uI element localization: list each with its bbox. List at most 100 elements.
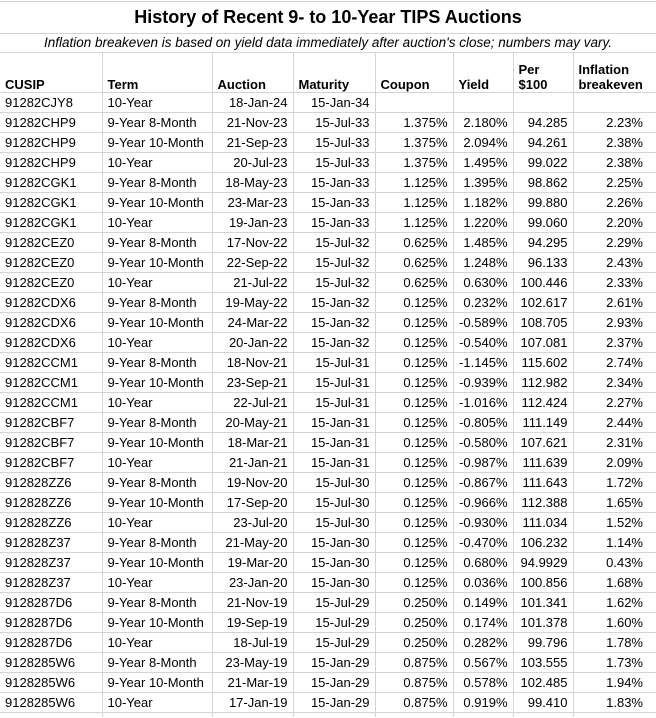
- cell-auction: 21-Mar-19: [212, 672, 294, 693]
- cell-cusip: 91282CEZ0: [0, 232, 103, 253]
- cell-maturity: 15-Jul-29: [293, 592, 376, 613]
- partial-row: [0, 712, 656, 717]
- cell-auction: 21-Jan-21: [212, 452, 294, 473]
- cell-auction: 20-May-21: [212, 412, 294, 433]
- cell-yield: 0.282%: [453, 632, 514, 653]
- cell-per-100: 96.133: [513, 252, 574, 273]
- column-header-yield: Yield: [453, 53, 514, 93]
- table-row: 91282CCM1 9-Year 8-Month 18-Nov-21 15-Ju…: [0, 352, 656, 373]
- cell-inflation-breakeven: 1.60%: [573, 612, 656, 633]
- cell-inflation-breakeven: 0.43%: [573, 552, 656, 573]
- cell-inflation-breakeven: 2.34%: [573, 372, 656, 393]
- cell-per-100: 111.149: [513, 412, 574, 433]
- top-gridline: [0, 0, 656, 2]
- cell-inflation-breakeven: 2.27%: [573, 392, 656, 413]
- cell-coupon: 0.250%: [375, 612, 454, 633]
- cell-cusip: 91282CGK1: [0, 212, 103, 233]
- cell-per-100: 111.639: [513, 452, 574, 473]
- cell-term: 9-Year 8-Month: [102, 172, 213, 193]
- table-body: 91282CJY8 10-Year 18-Jan-24 15-Jan-34 91…: [0, 92, 656, 717]
- cell-coupon: 0.125%: [375, 452, 454, 473]
- cell-term: 9-Year 8-Month: [102, 112, 213, 133]
- cell-coupon: 0.875%: [375, 692, 454, 713]
- cell-auction: 21-Jul-22: [212, 272, 294, 293]
- cell-term: 9-Year 8-Month: [102, 652, 213, 673]
- cell-auction: 22-Jul-21: [212, 392, 294, 413]
- page-title: History of Recent 9- to 10-Year TIPS Auc…: [134, 7, 522, 27]
- cell-coupon: 1.375%: [375, 152, 454, 173]
- table-row: 9128287D6 9-Year 10-Month 19-Sep-19 15-J…: [0, 612, 656, 633]
- table-row: 91282CBF7 10-Year 21-Jan-21 15-Jan-31 0.…: [0, 452, 656, 473]
- cell-coupon: 1.125%: [375, 192, 454, 213]
- cell-cusip: 91282CBF7: [0, 452, 103, 473]
- cell-yield: -0.540%: [453, 332, 514, 353]
- cell-inflation-breakeven: 1.65%: [573, 492, 656, 513]
- cell-cusip: 91282CDX6: [0, 292, 103, 313]
- cell-coupon: 0.625%: [375, 232, 454, 253]
- cell-auction: 18-Nov-21: [212, 352, 294, 373]
- cell-auction: 18-Jul-19: [212, 632, 294, 653]
- cell-cusip: 9128287D6: [0, 632, 103, 653]
- cell-cusip: 91282CEZ0: [0, 252, 103, 273]
- cell-per-100: 100.856: [513, 572, 574, 593]
- cell-maturity: 15-Jan-29: [293, 652, 376, 673]
- cell-per-100: 102.617: [513, 292, 574, 313]
- cell-cusip: 91282CBF7: [0, 412, 103, 433]
- cell-term: 9-Year 8-Month: [102, 472, 213, 493]
- cell-per-100: 115.602: [513, 352, 574, 373]
- cell-inflation-breakeven: 2.26%: [573, 192, 656, 213]
- cell-inflation-breakeven: 1.72%: [573, 472, 656, 493]
- cell-per-100: 101.341: [513, 592, 574, 613]
- table-row: 91282CGK1 10-Year 19-Jan-23 15-Jan-33 1.…: [0, 212, 656, 233]
- table-row: 912828ZZ6 9-Year 10-Month 17-Sep-20 15-J…: [0, 492, 656, 513]
- table-row: 91282CHP9 10-Year 20-Jul-23 15-Jul-33 1.…: [0, 152, 656, 173]
- cell-auction: 19-Sep-19: [212, 612, 294, 633]
- cell-term: 9-Year 8-Month: [102, 232, 213, 253]
- cell-auction: 21-Sep-23: [212, 132, 294, 153]
- cell-auction: 21-Nov-19: [212, 592, 294, 613]
- cell-maturity: 15-Jul-29: [293, 632, 376, 653]
- cell-cusip: 91282CEZ0: [0, 272, 103, 293]
- cell-term: 10-Year: [102, 692, 213, 713]
- cell-maturity: 15-Jan-32: [293, 332, 376, 353]
- column-header-cusip: CUSIP: [0, 53, 103, 93]
- cell-coupon: [375, 712, 454, 717]
- cell-cusip: 912828Z37: [0, 532, 103, 553]
- cell-coupon: 0.625%: [375, 272, 454, 293]
- cell-coupon: 0.125%: [375, 352, 454, 373]
- cell-term: 10-Year: [102, 212, 213, 233]
- cell-cusip: 91282CGK1: [0, 192, 103, 213]
- table-row: 91282CDX6 10-Year 20-Jan-22 15-Jan-32 0.…: [0, 332, 656, 353]
- cell-per-100: 99.410: [513, 692, 574, 713]
- cell-cusip: 91282CCM1: [0, 392, 103, 413]
- cell-maturity: 15-Jan-33: [293, 192, 376, 213]
- cell-cusip: 9128285W6: [0, 692, 103, 713]
- cell-auction: 23-May-19: [212, 652, 294, 673]
- cell-inflation-breakeven: [573, 712, 656, 717]
- table-row: 912828Z37 9-Year 10-Month 19-Mar-20 15-J…: [0, 552, 656, 573]
- cell-term: 10-Year: [102, 392, 213, 413]
- cell-coupon: 0.125%: [375, 392, 454, 413]
- cell-term: 10-Year: [102, 512, 213, 533]
- table-row: 91282CDX6 9-Year 10-Month 24-Mar-22 15-J…: [0, 312, 656, 333]
- cell-per-100: 107.621: [513, 432, 574, 453]
- cell-cusip: 912828ZZ6: [0, 472, 103, 493]
- cell-cusip: 91282CBF7: [0, 432, 103, 453]
- cell-per-100: 94.295: [513, 232, 574, 253]
- cell-maturity: 15-Jan-34: [293, 92, 376, 113]
- table-row: 91282CHP9 9-Year 10-Month 21-Sep-23 15-J…: [0, 132, 656, 153]
- cell-term: 9-Year 10-Month: [102, 672, 213, 693]
- cell-maturity: 15-Jul-31: [293, 352, 376, 373]
- cell-cusip: 91282CDX6: [0, 332, 103, 353]
- cell-inflation-breakeven: 2.20%: [573, 212, 656, 233]
- cell-per-100: 111.034: [513, 512, 574, 533]
- cell-yield: 0.174%: [453, 612, 514, 633]
- column-header-coupon: Coupon: [375, 53, 454, 93]
- column-header-term: Term: [102, 53, 213, 93]
- cell-coupon: 1.125%: [375, 212, 454, 233]
- cell-yield: -0.580%: [453, 432, 514, 453]
- cell-yield: 1.220%: [453, 212, 514, 233]
- cell-yield: 0.567%: [453, 652, 514, 673]
- cell-cusip: 91282CHP9: [0, 112, 103, 133]
